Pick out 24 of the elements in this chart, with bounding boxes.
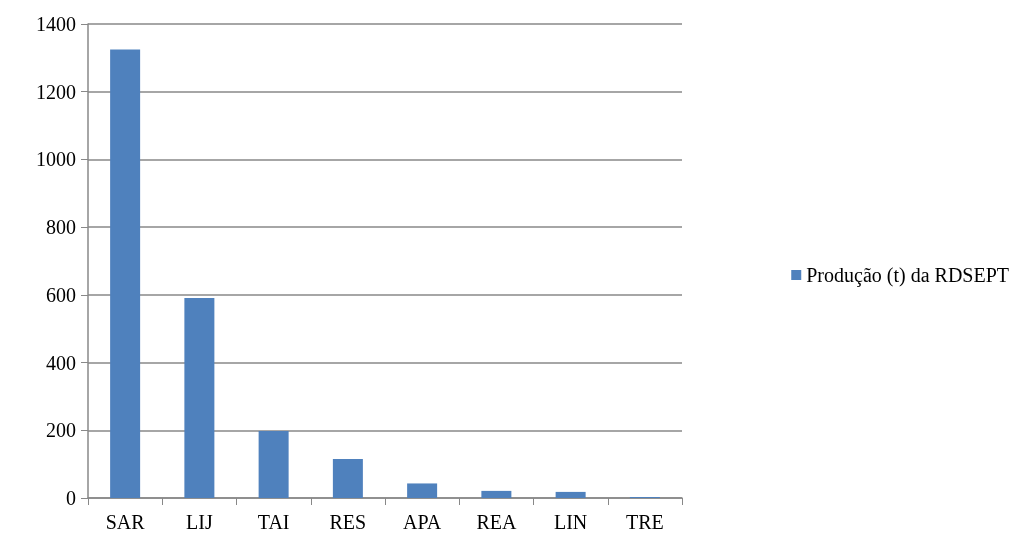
bar xyxy=(110,49,141,498)
y-tick-label: 600 xyxy=(46,283,76,306)
y-tick-label: 1200 xyxy=(36,80,76,103)
y-tick-label: 800 xyxy=(46,216,76,239)
y-tick-label: 400 xyxy=(46,351,76,374)
y-tick-label: 0 xyxy=(66,487,76,509)
x-tick-label: LIN xyxy=(553,511,588,533)
bar xyxy=(184,297,215,498)
x-tick-label: TAI xyxy=(257,511,290,533)
x-tick-label: REA xyxy=(476,511,517,533)
x-tick-label: SAR xyxy=(105,511,146,533)
bar xyxy=(258,430,289,498)
bar xyxy=(407,483,438,498)
x-tick-label: RES xyxy=(329,511,367,533)
y-tick-label: 1000 xyxy=(36,148,76,171)
bar xyxy=(332,459,363,498)
x-tick-label: LIJ xyxy=(186,511,213,533)
y-tick-label: 1400 xyxy=(36,13,76,35)
legend-label: Produção (t) da RDSEPT xyxy=(806,264,1010,287)
bar xyxy=(481,490,512,498)
x-tick-label: TRE xyxy=(625,511,664,533)
x-tick-label: APA xyxy=(403,511,442,533)
y-tick-label: 200 xyxy=(46,419,76,442)
bar xyxy=(555,491,586,498)
